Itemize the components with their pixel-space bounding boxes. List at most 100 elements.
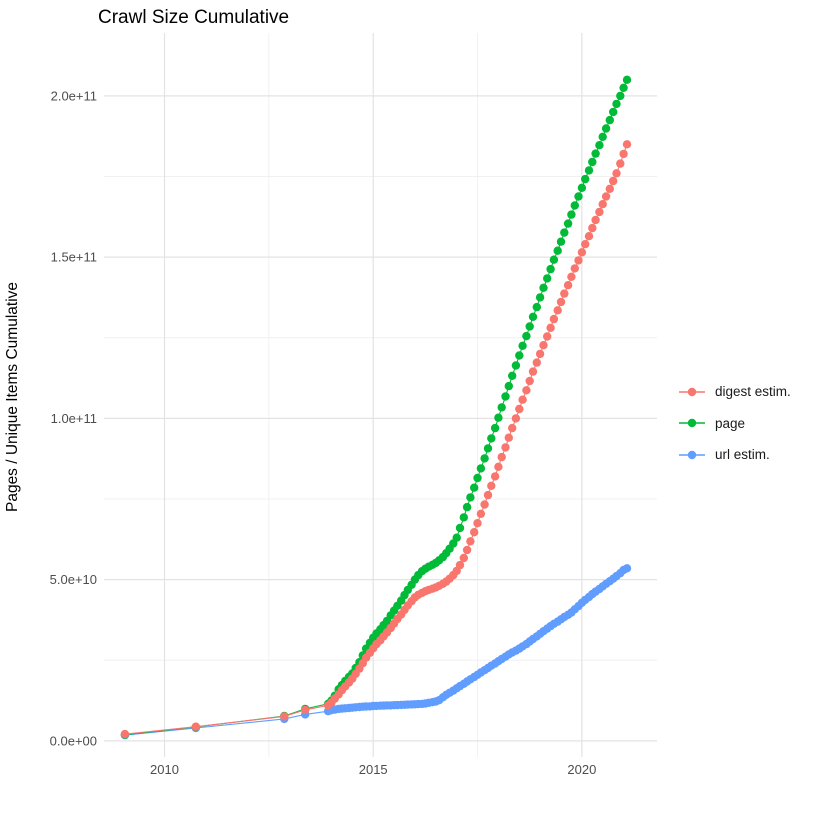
data-point-page [563, 219, 573, 228]
data-point-page [556, 237, 566, 246]
data-point-digest [525, 376, 534, 386]
data-point-digest [584, 232, 594, 241]
data-point-digest [601, 192, 611, 201]
data-point-digest [574, 256, 583, 265]
data-point-digest [595, 207, 604, 217]
data-point-digest [577, 248, 587, 257]
legend-key-dot [687, 419, 697, 428]
data-point-digest [556, 297, 566, 307]
data-point-digest [612, 169, 621, 178]
data-point-digest [504, 433, 513, 442]
data-point-digest [301, 705, 310, 715]
data-point-page [595, 141, 604, 150]
data-point-page [553, 246, 562, 255]
data-point-page [525, 322, 534, 331]
legend-item: page [678, 408, 791, 440]
data-point-digest [511, 414, 521, 423]
data-point-page [528, 312, 538, 321]
data-point-page [487, 434, 496, 443]
data-point-page [546, 264, 555, 274]
x-tick-label: 2010 [150, 762, 179, 777]
data-point-digest [567, 272, 576, 281]
data-point-digest [497, 452, 506, 462]
data-point-page [490, 423, 500, 433]
legend-key-dot [687, 450, 697, 459]
data-point-digest [591, 215, 600, 225]
data-point-digest [462, 545, 472, 555]
data-point-page [466, 493, 475, 502]
data-point-page [532, 302, 541, 312]
y-tick-label: 1.5e+11 [51, 250, 97, 265]
data-point-digest [581, 240, 590, 249]
data-point-digest [494, 462, 503, 471]
data-point-page [452, 533, 461, 542]
data-point-digest [609, 176, 618, 186]
y-tick-label: 5.0e+10 [50, 572, 97, 587]
data-point-page [584, 166, 594, 175]
data-point-page [549, 255, 559, 264]
data-point-digest [120, 729, 130, 739]
data-point-page [609, 107, 618, 117]
data-point-digest [459, 553, 468, 563]
data-point-page [622, 75, 632, 85]
data-point-page [480, 454, 489, 463]
data-point-digest [480, 500, 489, 509]
data-point-page [494, 413, 503, 422]
data-point-digest [455, 560, 465, 570]
legend-key-icon [679, 419, 705, 428]
data-point-digest [549, 314, 559, 324]
data-point-digest [501, 443, 510, 452]
data-point-digest [616, 159, 625, 168]
data-point-page [462, 502, 472, 512]
y-tick-label: 0.0e+00 [50, 733, 97, 748]
data-point-page [574, 192, 583, 201]
legend-label: page [715, 415, 746, 431]
data-point-digest [570, 264, 579, 273]
data-point-page [543, 274, 552, 283]
data-point-digest [191, 722, 200, 731]
data-point-digest [515, 404, 524, 414]
data-point-digest [518, 395, 527, 404]
data-point-page [522, 331, 531, 341]
data-point-page [483, 444, 493, 453]
data-point-page [508, 371, 517, 380]
data-point-digest [543, 332, 552, 341]
data-point-page [504, 381, 513, 391]
data-point-page [577, 183, 587, 192]
data-point-page [497, 403, 506, 412]
data-point-digest [539, 341, 548, 350]
data-point-url [622, 564, 632, 573]
data-point-page [459, 513, 468, 522]
data-point-digest [522, 386, 531, 395]
y-tick-label: 1.0e+11 [51, 411, 97, 426]
data-point-digest [473, 519, 482, 528]
data-point-page [601, 124, 611, 133]
legend: digest estim. page url estim. [678, 376, 791, 471]
data-point-page [560, 228, 569, 237]
data-point-page [470, 483, 479, 492]
data-point-page [515, 351, 524, 360]
data-point-page [476, 464, 486, 473]
legend-key-icon [679, 450, 705, 459]
data-point-digest [588, 223, 597, 233]
data-point-page [535, 293, 545, 302]
data-point-page [598, 132, 607, 141]
data-point-digest [622, 140, 632, 149]
data-point-page [455, 523, 465, 533]
data-point-page [567, 210, 576, 219]
data-point-digest [280, 712, 289, 721]
data-point-page [605, 115, 614, 125]
data-point-digest [508, 423, 517, 433]
legend-key-icon [679, 387, 705, 396]
data-point-digest [598, 200, 607, 209]
data-point-digest [483, 490, 493, 500]
data-point-page [612, 99, 621, 109]
data-point-page [588, 157, 597, 167]
data-point-page [511, 361, 521, 370]
y-tick-label: 2.0e+11 [51, 88, 97, 103]
legend-label: digest estim. [715, 384, 791, 400]
data-point-page [473, 473, 482, 483]
x-tick-label: 2015 [359, 762, 388, 777]
